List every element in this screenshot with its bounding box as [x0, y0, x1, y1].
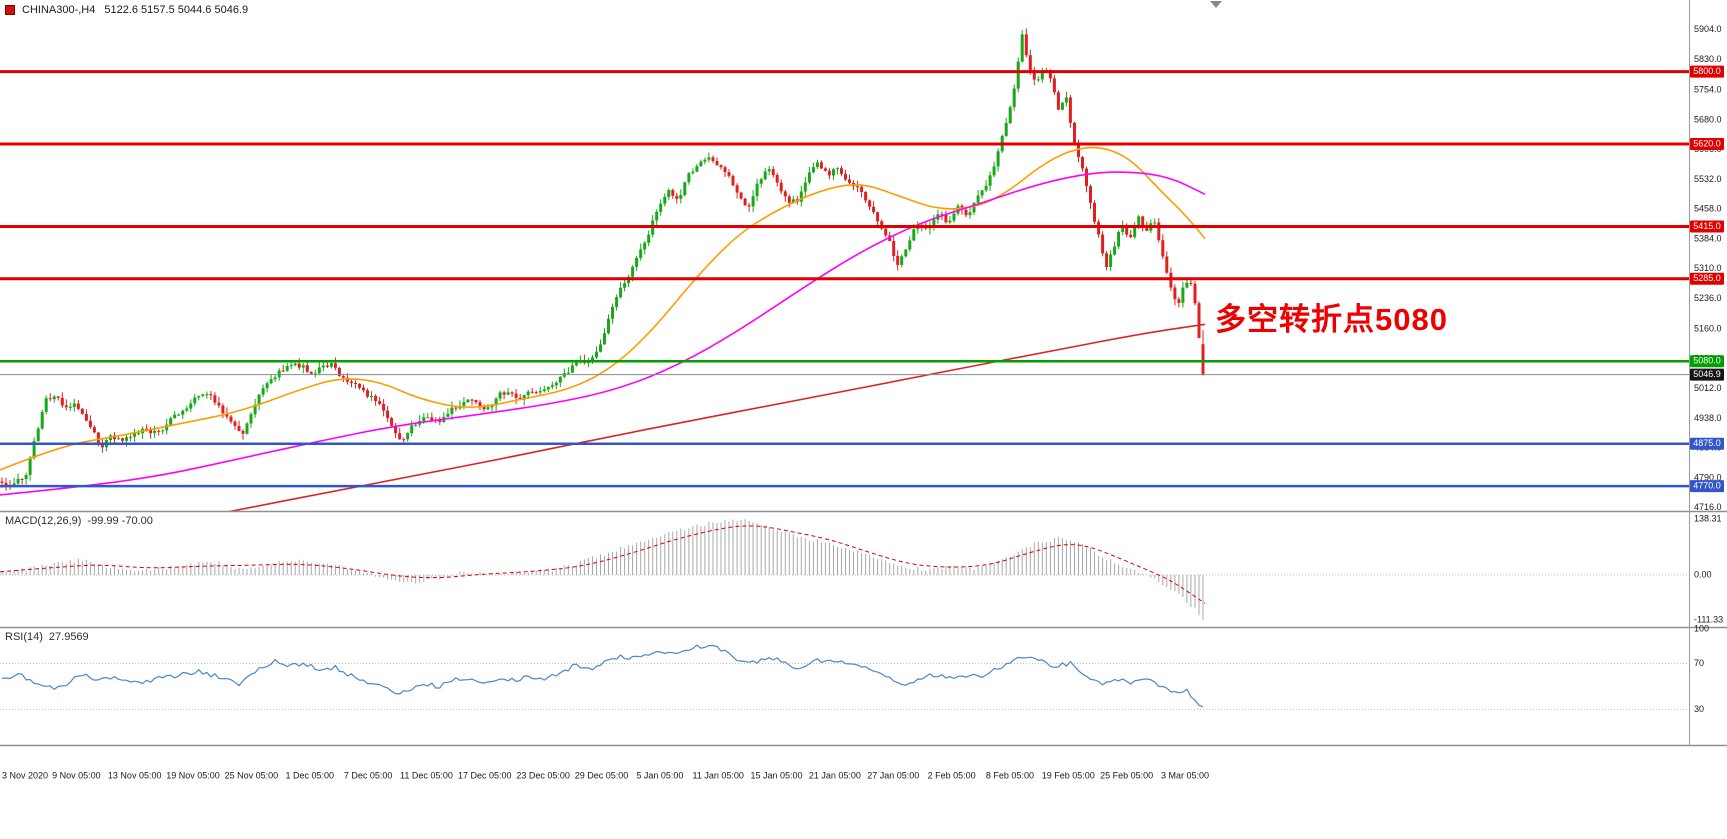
- macd-indicator-label: MACD(12,26,9) -99.99 -70.00: [5, 515, 153, 527]
- time-axis-label: 3 Nov 2020: [2, 770, 48, 780]
- price-badge: [1690, 220, 1724, 233]
- axis-labels: 5904.05830.05754.05680.05606.05532.05458…: [2, 24, 1723, 780]
- time-axis-label: 5 Jan 05:00: [636, 770, 683, 780]
- price-tick-label: 5384.0: [1694, 233, 1722, 243]
- time-axis-label: 11 Jan 05:00: [693, 770, 744, 780]
- price-badge-label: 5620.0: [1693, 138, 1721, 148]
- price-tick-label: 5160.0: [1694, 324, 1722, 334]
- symbol-icon: [5, 5, 15, 15]
- macd-values: -99.99 -70.00: [87, 515, 153, 527]
- price-tick-label: 5458.0: [1694, 204, 1722, 214]
- macd-signal-line: [0, 525, 1206, 604]
- price-annotation: 多空转折点5080: [1215, 302, 1448, 337]
- price-tick-label: 5680.0: [1694, 114, 1722, 124]
- symbol-readout: CHINA300-,H4 5122.6 5157.5 5044.6 5046.9: [5, 4, 248, 16]
- time-axis-label: 1 Dec 05:00: [285, 770, 334, 780]
- price-badge: [1690, 368, 1724, 381]
- rsi-panel: [0, 644, 1689, 710]
- rsi-indicator-label: RSI(14) 27.9569: [5, 631, 89, 643]
- macd-histogram: [1, 519, 1204, 620]
- price-badge: [1690, 480, 1724, 493]
- time-axis-label: 17 Dec 05:00: [458, 770, 512, 780]
- price-badge: [1690, 138, 1724, 150]
- price-tick-label: 5532.0: [1694, 174, 1722, 184]
- axis-frame: [0, 0, 1727, 747]
- price-tick-label: 4938.0: [1694, 413, 1722, 423]
- price-panel: [0, 28, 1206, 511]
- time-axis-label: 11 Dec 05:00: [400, 770, 453, 780]
- price-badge: [1690, 65, 1724, 78]
- time-axis-label: 29 Dec 05:00: [575, 770, 629, 780]
- price-badge-label: 5415.0: [1693, 221, 1721, 231]
- ohlc-readout: 5122.6 5157.5 5044.6 5046.9: [104, 4, 249, 16]
- rsi-tick-label: 100: [1694, 623, 1709, 633]
- price-badges: 5800.0 5620.0 5415.0 5285.0 5080.0 4875.0 4770…: [1690, 65, 1724, 493]
- rsi-tick-label: 30: [1694, 704, 1704, 714]
- price-tick-label: 5830.0: [1694, 54, 1722, 64]
- macd-panel: [0, 519, 1689, 620]
- price-tick-label: 5754.0: [1694, 85, 1722, 95]
- chart-shift-marker-icon: [1210, 1, 1222, 8]
- price-badge-label: 4875.0: [1693, 438, 1721, 448]
- price-badge-label: 5800.0: [1693, 66, 1721, 76]
- moving-averages-layer: [0, 146, 1206, 511]
- time-axis-label: 7 Dec 05:00: [344, 770, 393, 780]
- macd-tick-label: 0.00: [1694, 569, 1712, 579]
- price-badge-label: 5080.0: [1693, 356, 1721, 366]
- time-axis-label: 9 Nov 05:00: [52, 770, 101, 780]
- time-axis-label: 21 Jan 05:00: [809, 770, 861, 780]
- price-tick-label: 5236.0: [1694, 293, 1722, 303]
- price-tick-label: 5012.0: [1694, 383, 1722, 393]
- time-axis-label: 23 Dec 05:00: [516, 770, 570, 780]
- price-badge: [1690, 272, 1724, 285]
- macd-tick-label: -111.33: [1694, 614, 1723, 624]
- time-axis-label: 25 Feb 05:00: [1100, 770, 1153, 780]
- time-axis-label: 3 Mar 05:00: [1161, 770, 1209, 780]
- macd-tick-label: 138.31: [1694, 513, 1722, 523]
- time-axis-label: 13 Nov 05:00: [108, 770, 162, 780]
- rsi-tick-label: 70: [1694, 658, 1704, 668]
- rsi-name: RSI(14): [5, 631, 43, 643]
- time-axis-label: 19 Feb 05:00: [1042, 770, 1095, 780]
- price-badge-label: 4770.0: [1693, 480, 1721, 490]
- time-axis-label: 15 Jan 05:00: [751, 770, 803, 780]
- price-tick-label: 5310.0: [1694, 263, 1722, 273]
- price-tick-label: 4716.0: [1694, 502, 1722, 512]
- price-badge-label: 5046.9: [1693, 369, 1721, 379]
- macd-name: MACD(12,26,9): [5, 515, 82, 527]
- ma-mid-line: [0, 171, 1206, 496]
- rsi-value: 27.9569: [48, 631, 89, 643]
- price-badge-label: 5285.0: [1693, 273, 1721, 283]
- price-badge: [1690, 437, 1724, 450]
- candles-layer: [0, 28, 1205, 491]
- ma-fast-line: [0, 146, 1206, 471]
- time-axis-label: 8 Feb 05:00: [986, 770, 1034, 780]
- price-levels-layer: [0, 70, 1689, 488]
- time-axis-label: 25 Nov 05:00: [225, 770, 279, 780]
- time-axis-label: 27 Jan 05:00: [867, 770, 919, 780]
- ma-slow-line: [227, 323, 1206, 511]
- price-tick-label: 5904.0: [1694, 24, 1722, 34]
- rsi-line: [1, 644, 1204, 708]
- symbol-title: CHINA300-,H4: [22, 4, 96, 16]
- time-axis-label: 19 Nov 05:00: [166, 770, 220, 780]
- price-tick-label: 4790.0: [1694, 472, 1722, 482]
- time-axis-label: 2 Feb 05:00: [928, 770, 976, 780]
- price-badge: [1690, 355, 1724, 368]
